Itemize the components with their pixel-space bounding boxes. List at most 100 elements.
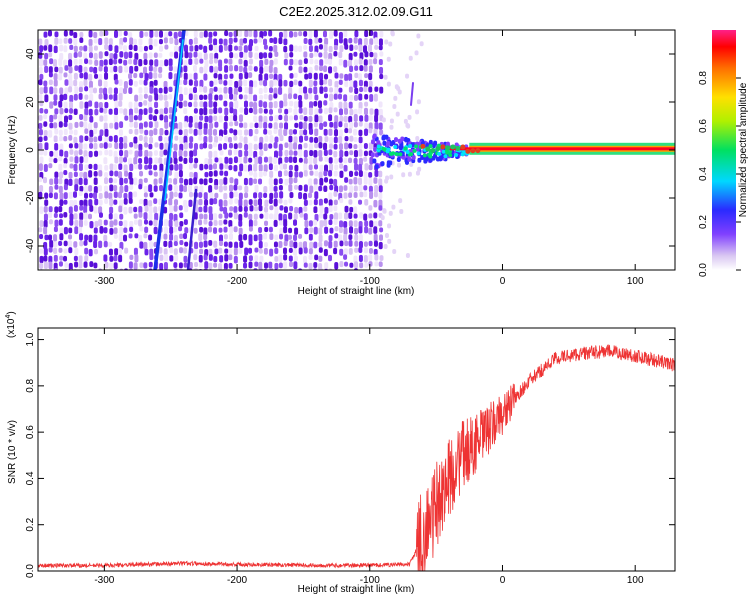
spectrogram-cell bbox=[44, 142, 49, 151]
spectrogram-cell bbox=[39, 156, 44, 164]
spectrogram-cell bbox=[79, 233, 84, 241]
spectrogram-cell bbox=[349, 185, 354, 194]
spectrogram-cell bbox=[303, 44, 308, 51]
spectrogram-cell bbox=[124, 115, 129, 121]
spectrogram-cell bbox=[69, 156, 74, 163]
spectrogram-cell bbox=[263, 38, 268, 46]
spectrogram-cell bbox=[278, 31, 283, 38]
spectrogram-cell bbox=[63, 226, 68, 235]
spectrogram-cell bbox=[223, 121, 228, 130]
spectrogram-cell bbox=[333, 191, 338, 197]
spectrogram-cell bbox=[219, 206, 224, 212]
spectrogram-cell bbox=[123, 80, 128, 89]
spectrogram-cell bbox=[74, 226, 79, 235]
spectrogram-cell bbox=[344, 150, 349, 157]
spectrogram-cell bbox=[129, 268, 134, 270]
spectrogram-cell bbox=[128, 157, 133, 166]
spectrogram-cell bbox=[269, 205, 274, 211]
spectrogram-cell bbox=[372, 158, 377, 164]
spectrogram-cell bbox=[308, 30, 313, 39]
spectrogram-cell bbox=[374, 108, 379, 117]
spectrogram-cell bbox=[379, 73, 384, 80]
spectrogram-cell bbox=[308, 262, 313, 270]
spectrogram-cell bbox=[68, 38, 73, 44]
spectrogram-cell bbox=[298, 100, 303, 109]
spectrogram-cell bbox=[203, 52, 208, 61]
spectrogram-cell bbox=[218, 107, 223, 114]
spectrogram-cell bbox=[308, 115, 313, 122]
spectrogram-cell bbox=[43, 247, 48, 256]
spectrogram-cell bbox=[48, 247, 53, 253]
spectrogram-cell bbox=[199, 213, 204, 220]
spectrogram-cell bbox=[392, 104, 397, 110]
spectrogram-cell bbox=[163, 219, 168, 227]
spectrogram-cell bbox=[149, 136, 154, 144]
spectrogram-cell bbox=[213, 101, 218, 108]
spectrogram-cell bbox=[138, 219, 143, 227]
spectrogram-cell bbox=[133, 206, 138, 213]
spectrogram-cell bbox=[99, 107, 104, 113]
spectrogram-cell bbox=[189, 171, 194, 178]
spectrogram-cell bbox=[164, 31, 169, 39]
spectrogram-cell bbox=[353, 213, 358, 219]
spectrogram-cell bbox=[74, 86, 79, 95]
spectrogram-cell bbox=[223, 177, 228, 185]
spectrogram-cell bbox=[148, 72, 153, 80]
spectrogram-cell bbox=[174, 163, 179, 171]
spectrogram-cell bbox=[133, 58, 138, 66]
spectrogram-cell bbox=[133, 177, 138, 186]
spectrogram-cell bbox=[268, 108, 273, 115]
spectrogram-cell bbox=[470, 148, 476, 154]
spectrogram-cell bbox=[323, 213, 328, 220]
spectrogram-cell bbox=[138, 157, 143, 164]
spectrogram-cell bbox=[368, 171, 373, 178]
spectrogram-cell bbox=[178, 156, 183, 162]
spectrogram-cell bbox=[218, 44, 223, 53]
spectrogram-cell bbox=[313, 30, 318, 38]
spectrogram-cell bbox=[89, 143, 94, 149]
spectrogram-cell bbox=[318, 185, 323, 192]
spectrogram-cell bbox=[294, 164, 299, 172]
spectrogram-cell bbox=[344, 44, 349, 50]
spectrogram-cell bbox=[98, 268, 103, 270]
spectrogram-cell bbox=[318, 234, 323, 243]
spectrogram-cell bbox=[253, 80, 258, 88]
snr-xtick-label: -300 bbox=[94, 575, 114, 586]
spectrogram-cell bbox=[148, 213, 153, 221]
spectrogram-cell bbox=[178, 136, 183, 144]
spectrogram-cell bbox=[198, 192, 203, 199]
spectrogram-cell bbox=[278, 73, 283, 81]
spectrogram-cell bbox=[173, 150, 178, 159]
spectrogram-cell bbox=[104, 198, 109, 204]
spectrogram-cell bbox=[248, 58, 253, 65]
spectrogram-cell bbox=[378, 170, 383, 178]
spectrogram-cell bbox=[397, 162, 402, 168]
spectrogram-cell bbox=[199, 115, 204, 121]
spectrogram-cell bbox=[238, 86, 243, 93]
spectrogram-streak bbox=[164, 39, 184, 201]
spectrogram-cell bbox=[358, 129, 363, 137]
spectrogram-cell bbox=[44, 65, 49, 73]
spectrogram-cell bbox=[344, 73, 349, 82]
spectrogram-cell bbox=[329, 93, 334, 102]
spectrogram-cell bbox=[354, 65, 359, 71]
spectrogram-cell bbox=[244, 86, 249, 94]
spectrogram-cell bbox=[358, 184, 363, 192]
spectrogram-cell bbox=[368, 205, 373, 211]
spectrogram-cell bbox=[238, 72, 243, 80]
spectrogram-cell bbox=[153, 164, 158, 171]
spectrogram-cell bbox=[113, 164, 118, 171]
spectrogram-cell bbox=[208, 164, 213, 171]
spectrogram-cell bbox=[308, 72, 313, 80]
spectrogram-cell bbox=[208, 93, 213, 101]
spectrogram-cell bbox=[143, 185, 148, 193]
spectrogram-cell bbox=[253, 192, 258, 199]
spectrogram-cell bbox=[153, 79, 158, 86]
spectrogram-cell bbox=[164, 59, 169, 67]
spectrogram-cell bbox=[273, 185, 278, 192]
spectrogram-cell bbox=[368, 254, 373, 262]
spectrogram-cell bbox=[319, 177, 324, 186]
spectrogram-cell bbox=[363, 86, 368, 93]
spectrogram-cell bbox=[103, 93, 108, 100]
spectrogram-cell bbox=[183, 135, 188, 144]
